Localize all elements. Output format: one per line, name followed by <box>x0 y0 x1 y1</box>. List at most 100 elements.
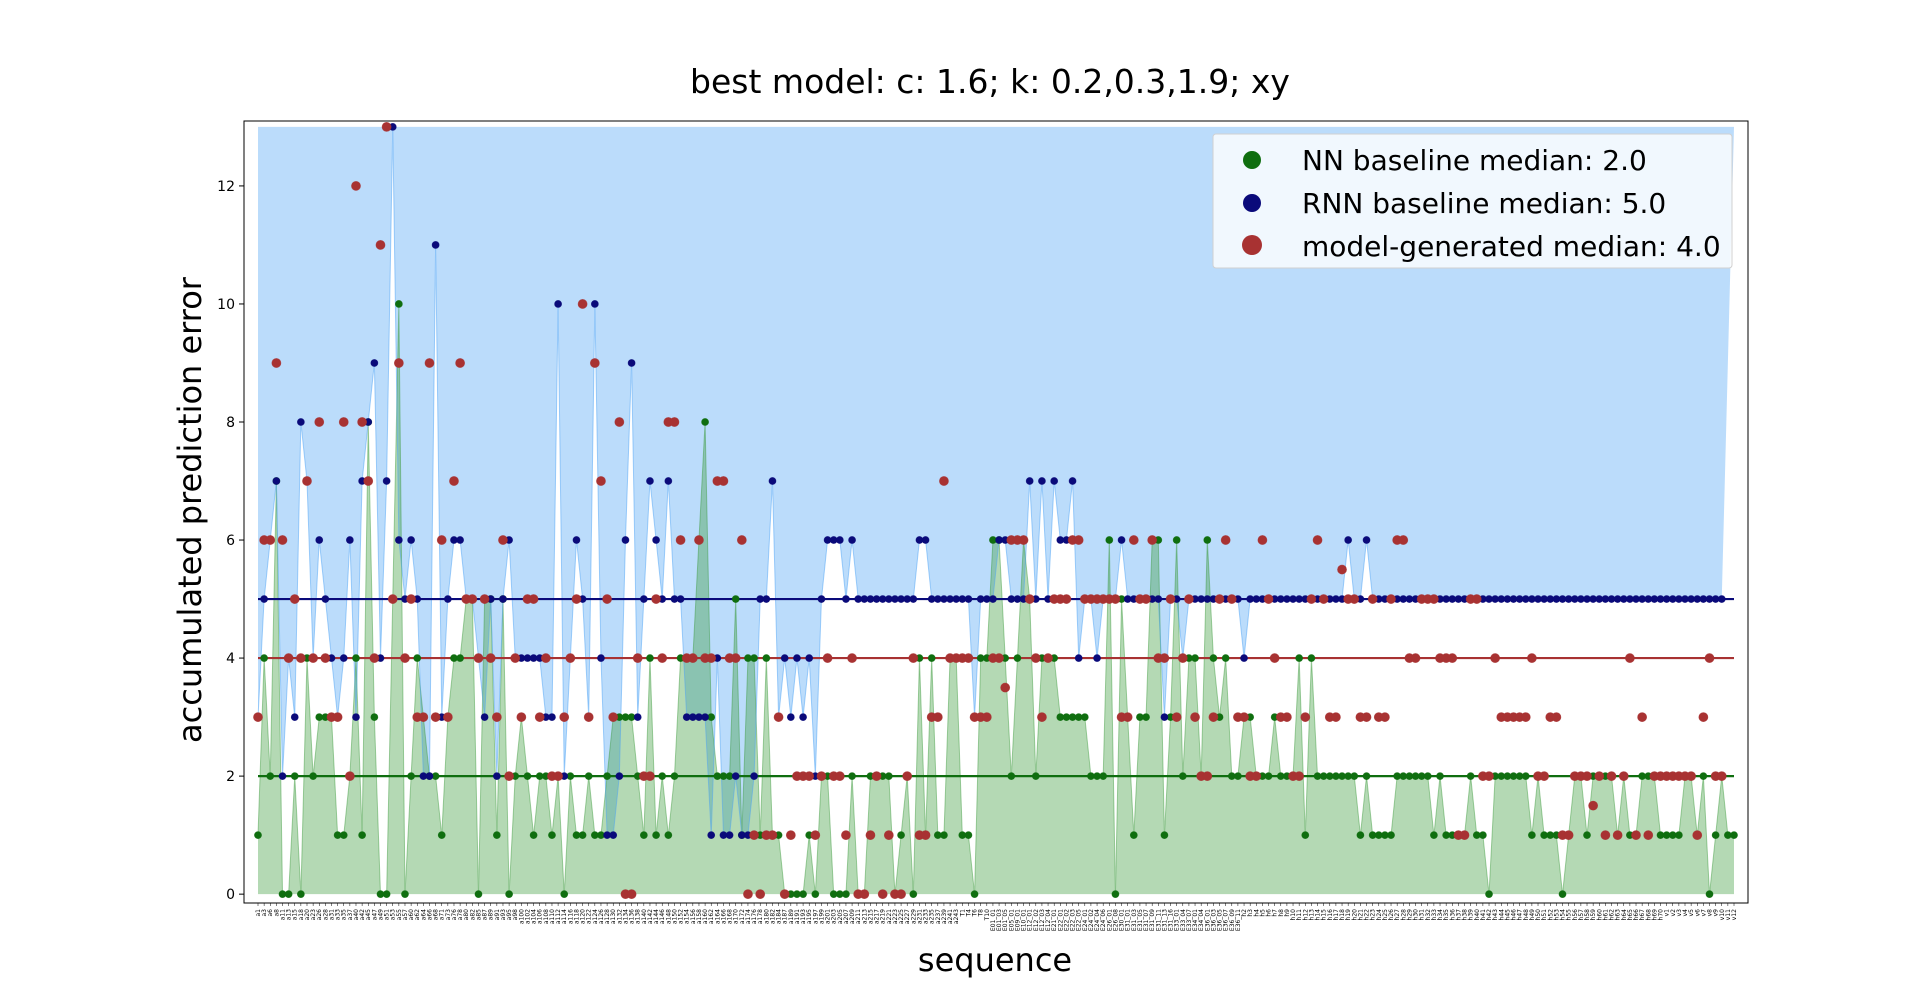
data-point <box>1301 831 1310 840</box>
data-point <box>1172 536 1181 544</box>
x-tick-label: a172 <box>739 909 746 924</box>
y-tick-label: 0 <box>226 887 235 903</box>
data-point <box>375 240 386 250</box>
data-point <box>1264 772 1273 781</box>
data-point <box>1282 712 1292 722</box>
x-tick-label: a184 <box>776 909 783 924</box>
data-point <box>352 654 360 662</box>
x-tick-label: a104 <box>531 909 538 924</box>
x-tick-label: a182 <box>769 909 776 924</box>
data-point <box>658 772 667 781</box>
data-point <box>627 359 636 367</box>
x-tick-label: a237 <box>935 909 942 924</box>
x-tick-label: a217 <box>874 909 881 924</box>
data-point <box>1606 771 1617 782</box>
data-point <box>785 830 796 841</box>
data-point <box>382 477 391 485</box>
data-point <box>1105 536 1114 544</box>
data-point <box>1387 831 1395 840</box>
data-point <box>1583 831 1591 840</box>
x-tick-label: a221 <box>886 909 893 924</box>
data-point <box>302 476 312 486</box>
data-point <box>467 594 478 604</box>
data-point <box>456 536 465 544</box>
x-tick-label: E12_02 <box>1033 909 1040 931</box>
data-point <box>309 772 318 781</box>
data-point <box>842 890 850 899</box>
x-tick-label: h13 <box>1308 909 1315 921</box>
legend-box <box>1212 133 1733 269</box>
x-tick-label: E36_03 <box>1210 909 1217 931</box>
data-point <box>407 536 416 544</box>
data-point <box>265 535 276 545</box>
data-point <box>418 712 429 722</box>
data-point <box>608 712 619 722</box>
data-point <box>632 653 643 663</box>
data-point <box>1594 771 1605 782</box>
data-point <box>597 654 605 662</box>
x-tick-label: h28 <box>1400 909 1407 921</box>
data-point <box>254 831 262 840</box>
data-point <box>583 712 594 722</box>
x-tick-label: v3 <box>1676 909 1683 917</box>
data-point <box>1165 594 1176 604</box>
data-point <box>859 889 870 900</box>
data-point <box>523 772 532 781</box>
data-point <box>505 890 514 899</box>
data-point <box>1558 890 1567 899</box>
data-point <box>779 889 790 900</box>
data-point <box>1257 535 1268 545</box>
data-point <box>1692 830 1703 841</box>
x-tick-label: v11 <box>1725 909 1732 920</box>
x-tick-label: a235 <box>929 909 936 924</box>
x-tick-label: h58 <box>1584 909 1591 921</box>
x-tick-label: E05_01 <box>1008 909 1015 931</box>
x-tick-label: a152 <box>678 909 685 924</box>
data-point <box>394 300 403 308</box>
data-point <box>1698 712 1709 722</box>
data-point <box>1730 831 1738 840</box>
data-point <box>883 830 894 841</box>
data-point <box>1344 536 1353 544</box>
x-tick-label: h7 <box>1272 909 1279 917</box>
data-point <box>780 654 789 662</box>
x-tick-label: E31_05 <box>1137 909 1144 931</box>
data-point <box>799 713 807 721</box>
data-point <box>902 771 913 782</box>
data-point <box>284 890 293 899</box>
data-point <box>1025 477 1034 485</box>
data-point <box>1612 830 1623 841</box>
x-tick-label: a68 <box>433 909 440 920</box>
data-point <box>430 712 441 722</box>
x-tick-label: h50 <box>1535 909 1542 921</box>
x-tick-label: a49 <box>377 909 384 920</box>
data-point <box>1110 594 1121 604</box>
data-point <box>1600 830 1611 841</box>
data-point <box>1038 477 1046 485</box>
x-tick-label: a73 <box>445 909 452 920</box>
data-point <box>1050 477 1059 485</box>
x-tick-label: h24 <box>1376 909 1383 921</box>
data-point <box>877 889 888 900</box>
x-tick-label: E26_01 <box>1106 909 1113 931</box>
data-point <box>504 771 515 782</box>
data-point <box>1307 654 1316 662</box>
x-tick-label: h16 <box>1327 909 1334 921</box>
data-point <box>1221 654 1230 662</box>
x-tick-label: a40 <box>353 909 360 920</box>
data-point <box>646 654 654 662</box>
data-point <box>1410 653 1421 663</box>
x-tick-label: a154 <box>684 909 691 924</box>
x-tick-label: a89 <box>488 909 495 920</box>
data-point <box>633 713 642 721</box>
data-point <box>750 772 758 781</box>
data-point <box>1239 712 1249 722</box>
x-tick-label: h36 <box>1449 909 1456 921</box>
x-tick-label: h45 <box>1504 909 1511 921</box>
x-tick-label: h70 <box>1658 909 1665 921</box>
data-point <box>344 771 355 782</box>
x-tick-label: a203 <box>831 909 838 924</box>
x-tick-label: h23 <box>1370 909 1377 921</box>
x-tick-label: E30_01 <box>1119 909 1126 931</box>
data-point <box>646 477 654 485</box>
